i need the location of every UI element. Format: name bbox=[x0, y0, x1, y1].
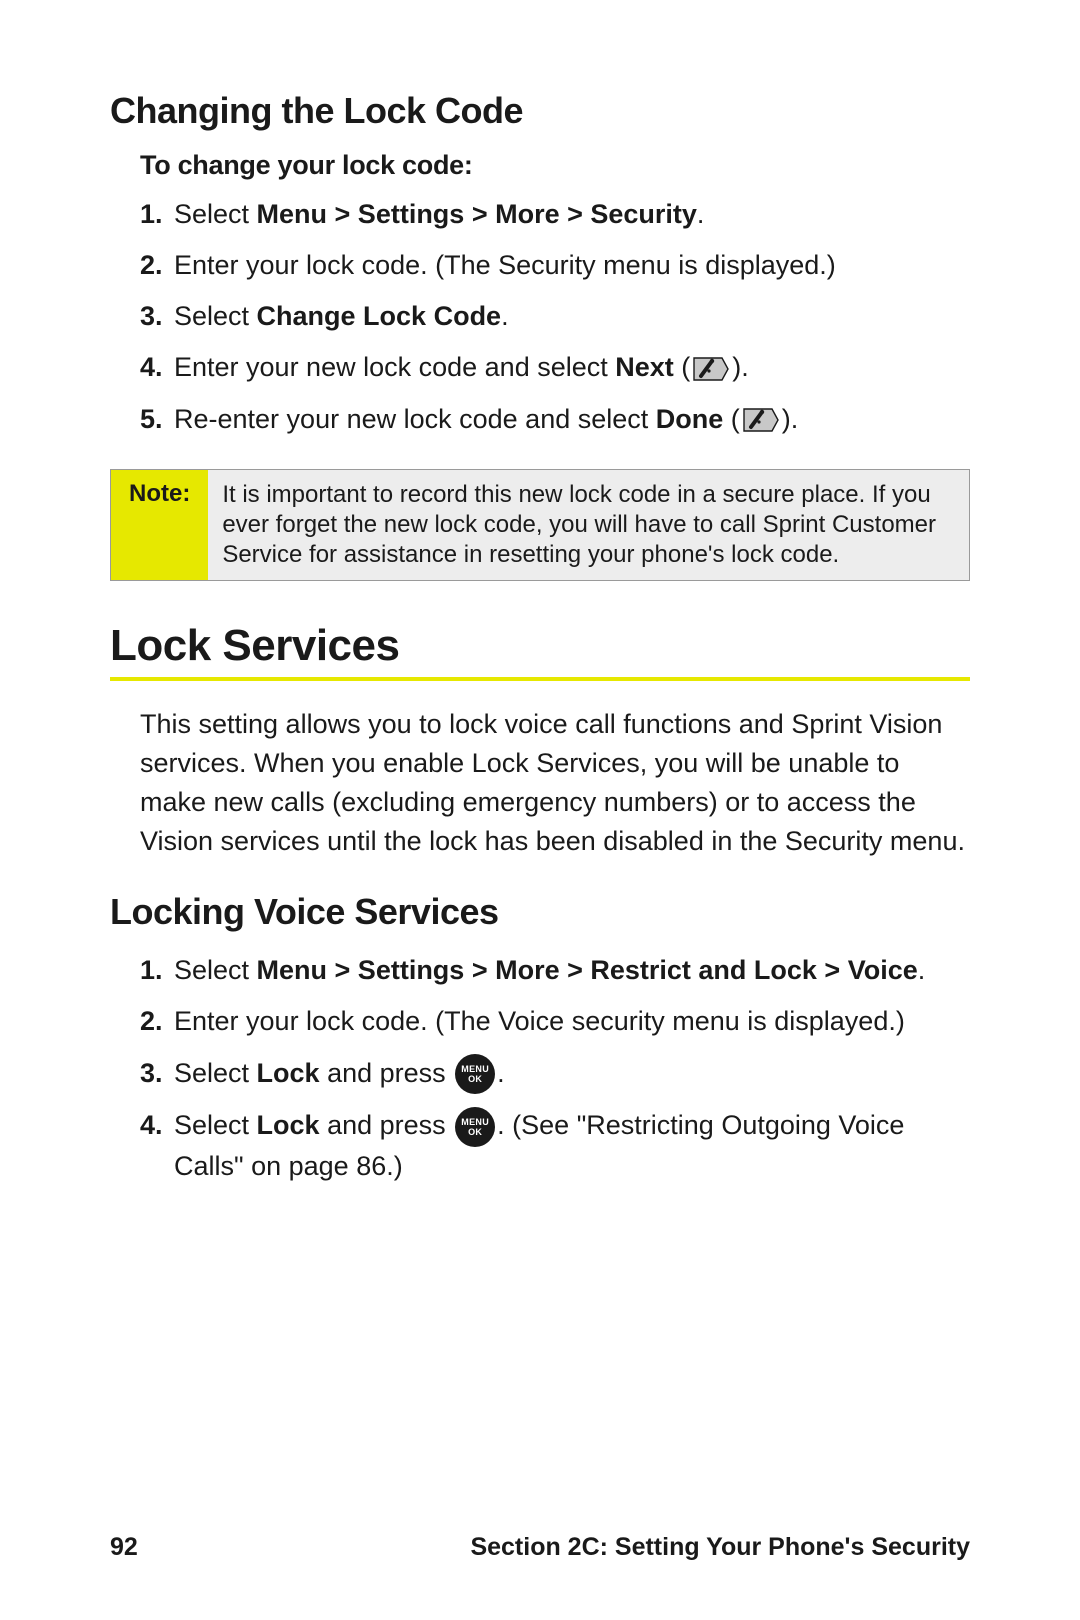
note-label: Note: bbox=[111, 470, 208, 580]
step-suffix: . bbox=[918, 955, 926, 985]
step-bold: Next bbox=[615, 352, 674, 382]
heading-locking-voice-services: Locking Voice Services bbox=[110, 891, 970, 933]
softkey-icon bbox=[742, 407, 780, 433]
note-box: Note: It is important to record this new… bbox=[110, 469, 970, 581]
step-1: Select Menu > Settings > More > Security… bbox=[140, 195, 970, 234]
step-bold: Done bbox=[656, 404, 724, 434]
step-mid: and press bbox=[320, 1058, 454, 1088]
step-5: Re-enter your new lock code and select D… bbox=[140, 400, 970, 439]
menu-ok-icon: MENUOK bbox=[455, 1107, 495, 1147]
softkey-icon bbox=[692, 356, 730, 382]
step-text: Enter your new lock code and select bbox=[174, 352, 615, 382]
step-bold: Lock bbox=[257, 1058, 320, 1088]
step-2: Enter your lock code. (The Voice securit… bbox=[140, 1002, 970, 1041]
manual-page: Changing the Lock Code To change your lo… bbox=[0, 0, 1080, 1620]
menu-ok-line2: OK bbox=[468, 1075, 482, 1084]
paren-close: ). bbox=[782, 404, 799, 434]
step-text: Select bbox=[174, 301, 257, 331]
step-text: Select bbox=[174, 199, 257, 229]
note-text: It is important to record this new lock … bbox=[208, 470, 969, 580]
menu-ok-line1: MENU bbox=[461, 1065, 489, 1074]
paren-close: ). bbox=[732, 352, 749, 382]
section-label: Section 2C: Setting Your Phone's Securit… bbox=[470, 1533, 970, 1562]
menu-ok-line1: MENU bbox=[461, 1118, 489, 1127]
step-text: Re-enter your new lock code and select bbox=[174, 404, 656, 434]
page-number: 92 bbox=[110, 1533, 138, 1562]
step-3: Select Lock and press MENUOK. bbox=[140, 1054, 970, 1095]
step-text: Select bbox=[174, 955, 257, 985]
page-footer: 92 Section 2C: Setting Your Phone's Secu… bbox=[110, 1533, 970, 1562]
step-bold: Menu > Settings > More > Security bbox=[257, 199, 697, 229]
heading-rule bbox=[110, 677, 970, 681]
paren-open: ( bbox=[674, 352, 691, 382]
menu-ok-icon: MENUOK bbox=[455, 1054, 495, 1094]
step-1: Select Menu > Settings > More > Restrict… bbox=[140, 951, 970, 990]
lock-services-description: This setting allows you to lock voice ca… bbox=[140, 705, 970, 862]
step-4: Enter your new lock code and select Next… bbox=[140, 348, 970, 387]
heading-lock-services: Lock Services bbox=[110, 621, 970, 671]
paren-open: ( bbox=[723, 404, 740, 434]
step-2: Enter your lock code. (The Security menu… bbox=[140, 246, 970, 285]
step-suffix: . bbox=[697, 199, 705, 229]
step-mid: and press bbox=[320, 1110, 454, 1140]
step-bold: Lock bbox=[257, 1110, 320, 1140]
steps-change-lock-code: Select Menu > Settings > More > Security… bbox=[140, 195, 970, 439]
step-3: Select Change Lock Code. bbox=[140, 297, 970, 336]
step-text: Select bbox=[174, 1058, 257, 1088]
menu-ok-line2: OK bbox=[468, 1128, 482, 1137]
intro-lock-code: To change your lock code: bbox=[140, 150, 970, 181]
step-4: Select Lock and press MENUOK. (See "Rest… bbox=[140, 1106, 970, 1186]
step-bold: Change Lock Code bbox=[257, 301, 502, 331]
step-bold: Menu > Settings > More > Restrict and Lo… bbox=[257, 955, 918, 985]
heading-changing-lock-code: Changing the Lock Code bbox=[110, 90, 970, 132]
step-suffix: . bbox=[497, 1058, 505, 1088]
step-suffix: . bbox=[501, 301, 509, 331]
steps-locking-voice: Select Menu > Settings > More > Restrict… bbox=[140, 951, 970, 1186]
step-text: Select bbox=[174, 1110, 257, 1140]
